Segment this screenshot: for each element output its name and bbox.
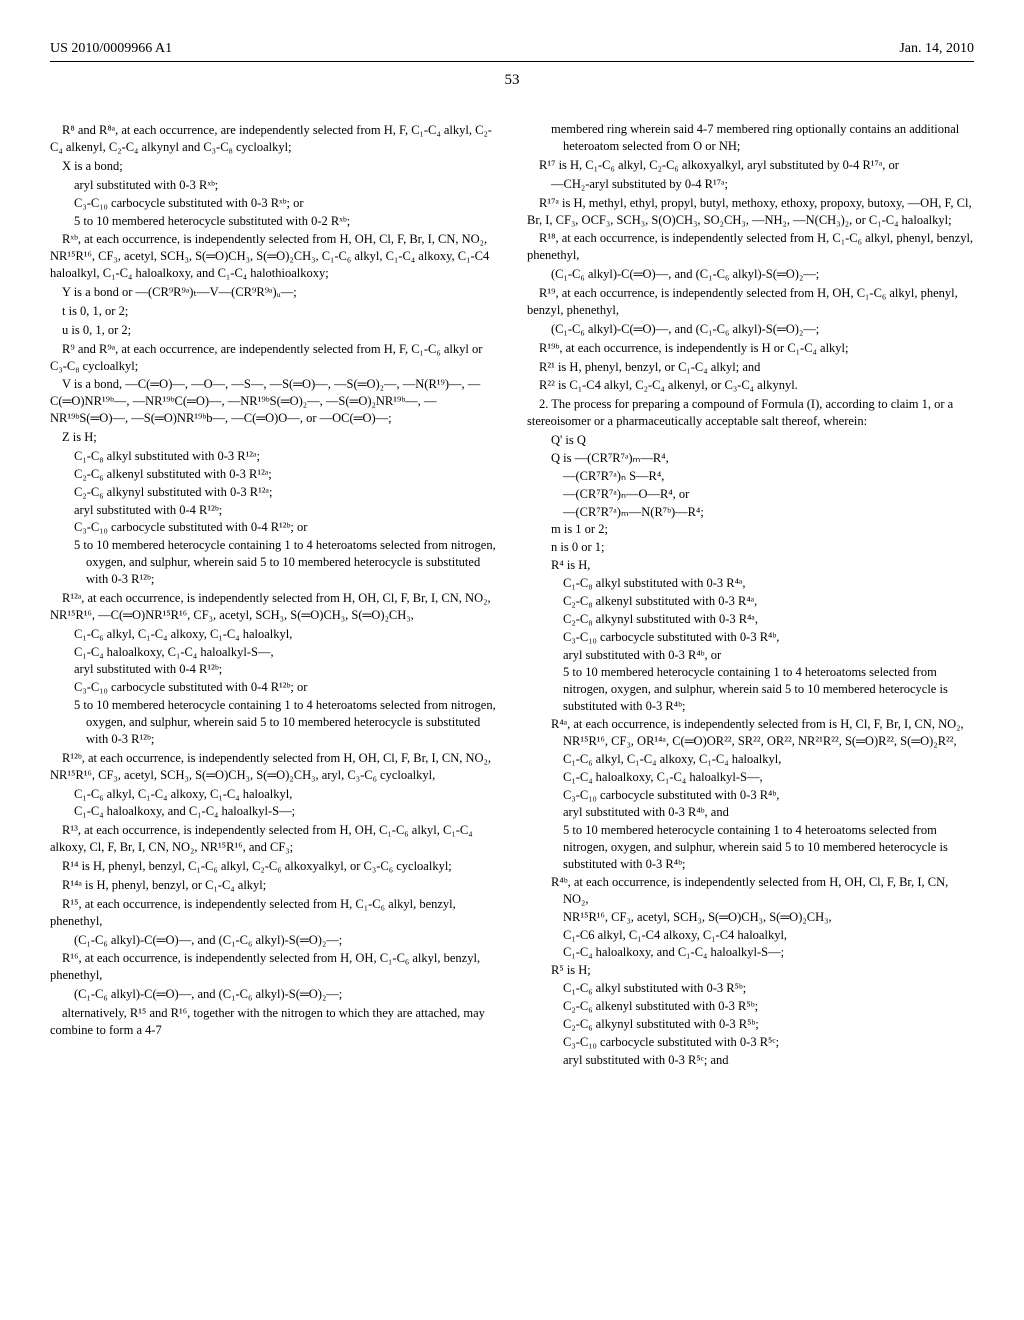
rxb-definition: Rˣᵇ, at each occurrence, is independentl… (50, 231, 497, 282)
claim-2-intro: 2. The process for preparing a compound … (527, 396, 974, 430)
r19-sub: (C₁-C₆ alkyl)-C(═O)—, and (C₁-C₆ alkyl)-… (551, 321, 974, 338)
z-item: aryl substituted with 0-4 R¹²ᵇ; (74, 502, 497, 519)
qprime-definition: Q' is Q (551, 432, 974, 449)
r14a-definition: R¹⁴ᵃ is H, phenyl, benzyl, or C₁-C₄ alky… (50, 877, 497, 894)
r4a-item: aryl substituted with 0-3 R⁴ᵇ, and (563, 804, 974, 821)
x-item: 5 to 10 membered heterocycle substituted… (74, 213, 497, 230)
x-item: C₃-C₁₀ carbocycle substituted with 0-3 R… (74, 195, 497, 212)
r17-sub: —CH₂-aryl substituted by 0-4 R¹⁷ᵃ; (551, 176, 974, 193)
n-definition: n is 0 or 1; (551, 539, 974, 556)
r18-sub: (C₁-C₆ alkyl)-C(═O)—, and (C₁-C₆ alkyl)-… (551, 266, 974, 283)
page-header: US 2010/0009966 A1 Jan. 14, 2010 (50, 40, 974, 62)
z-item: C₂-C₆ alkenyl substituted with 0-3 R¹²ᵃ; (74, 466, 497, 483)
r12b-item: C₁-C₆ alkyl, C₁-C₄ alkoxy, C₁-C₄ haloalk… (74, 786, 497, 803)
q-definition: Q is —(CR⁷R⁷ᵃ)ₘ—R⁴, (551, 450, 974, 467)
q-item: —(CR⁷R⁷ᵃ)ₘ—N(R⁷ᵇ)—R⁴; (563, 504, 974, 521)
m-definition: m is 1 or 2; (551, 521, 974, 538)
r13-definition: R¹³, at each occurrence, is independentl… (50, 822, 497, 856)
r12a-item: 5 to 10 membered heterocycle containing … (74, 697, 497, 748)
r4-item: aryl substituted with 0-3 R⁴ᵇ, or (563, 647, 974, 664)
r12a-definition: R¹²ᵃ, at each occurrence, is independent… (50, 590, 497, 624)
r4a-item: C₁-C₄ haloalkoxy, C₁-C₄ haloalkyl-S—, (563, 769, 974, 786)
r4a-item: C₁-C₆ alkyl, C₁-C₄ alkoxy, C₁-C₄ haloalk… (563, 751, 974, 768)
r5-item: C₃-C₁₀ carbocycle substituted with 0-3 R… (563, 1034, 974, 1051)
z-item: C₃-C₁₀ carbocycle substituted with 0-4 R… (74, 519, 497, 536)
r4b-item: C₁-C6 alkyl, C₁-C4 alkoxy, C₁-C4 haloalk… (563, 927, 974, 944)
publication-number: US 2010/0009966 A1 (50, 40, 172, 59)
r15-definition: R¹⁵, at each occurrence, is independentl… (50, 896, 497, 930)
q-item: —(CR⁷R⁷ᵃ)ₙ—O—R⁴, or (563, 486, 974, 503)
r4-item: C₃-C₁₀ carbocycle substituted with 0-3 R… (563, 629, 974, 646)
r8-definition: R⁸ and R⁸ᵃ, at each occurrence, are inde… (50, 122, 497, 156)
r4b-definition: R⁴ᵇ, at each occurrence, is independentl… (551, 874, 974, 908)
r18-definition: R¹⁸, at each occurrence, is independentl… (527, 230, 974, 264)
r4-definition: R⁴ is H, (551, 557, 974, 574)
publication-date: Jan. 14, 2010 (899, 40, 974, 59)
r4-item: C₂-C₈ alkynyl substituted with 0-3 R⁴ᵃ, (563, 611, 974, 628)
r21-definition: R²¹ is H, phenyl, benzyl, or C₁-C₄ alkyl… (527, 359, 974, 376)
right-column: membered ring wherein said 4-7 membered … (527, 120, 974, 1069)
t-definition: t is 0, 1, or 2; (50, 303, 497, 320)
r15-sub: (C₁-C₆ alkyl)-C(═O)—, and (C₁-C₆ alkyl)-… (74, 932, 497, 949)
continuation: membered ring wherein said 4-7 membered … (551, 121, 974, 155)
q-item: —(CR⁷R⁷ᵃ)ₙ S—R⁴, (563, 468, 974, 485)
x-item: aryl substituted with 0-3 Rˣᵇ; (74, 177, 497, 194)
r12a-item: C₁-C₆ alkyl, C₁-C₄ alkoxy, C₁-C₄ haloalk… (74, 626, 497, 643)
r4a-definition: R⁴ᵃ, at each occurrence, is independentl… (551, 716, 974, 750)
y-definition: Y is a bond or —(CR⁹R⁹ᵃ)ₜ—V—(CR⁹R⁹ᵃ)ᵤ—; (50, 284, 497, 301)
r9-definition: R⁹ and R⁹ᵃ, at each occurrence, are inde… (50, 341, 497, 375)
x-definition: X is a bond; (50, 158, 497, 175)
z-definition: Z is H; (50, 429, 497, 446)
r12a-item: C₁-C₄ haloalkoxy, C₁-C₄ haloalkyl-S—, (74, 644, 497, 661)
r12b-definition: R¹²ᵇ, at each occurrence, is independent… (50, 750, 497, 784)
r12b-item: C₁-C₄ haloalkoxy, and C₁-C₄ haloalkyl-S—… (74, 803, 497, 820)
r17-definition: R¹⁷ is H, C₁-C₆ alkyl, C₂-C₆ alkoxyalkyl… (527, 157, 974, 174)
r19b-definition: R¹⁹ᵇ, at each occurrence, is independent… (527, 340, 974, 357)
left-column: R⁸ and R⁸ᵃ, at each occurrence, are inde… (50, 120, 497, 1069)
z-item: C₁-C₈ alkyl substituted with 0-3 R¹²ᵃ; (74, 448, 497, 465)
content-columns: R⁸ and R⁸ᵃ, at each occurrence, are inde… (50, 120, 974, 1069)
r12a-item: aryl substituted with 0-4 R¹²ᵇ; (74, 661, 497, 678)
r16-definition: R¹⁶, at each occurrence, is independentl… (50, 950, 497, 984)
r5-item: aryl substituted with 0-3 R⁵ᶜ; and (563, 1052, 974, 1069)
r17a-definition: R¹⁷ᵃ is H, methyl, ethyl, propyl, butyl,… (527, 195, 974, 229)
r5-definition: R⁵ is H; (551, 962, 974, 979)
r22-definition: R²² is C₁-C4 alkyl, C₂-C₄ alkenyl, or C₃… (527, 377, 974, 394)
alt-definition: alternatively, R¹⁵ and R¹⁶, together wit… (50, 1005, 497, 1039)
r5-item: C₁-C₆ alkyl substituted with 0-3 R⁵ᵇ; (563, 980, 974, 997)
r5-item: C₂-C₆ alkynyl substituted with 0-3 R⁵ᵇ; (563, 1016, 974, 1033)
r12a-item: C₃-C₁₀ carbocycle substituted with 0-4 R… (74, 679, 497, 696)
page-number: 53 (50, 70, 974, 90)
r4-item: C₁-C₈ alkyl substituted with 0-3 R⁴ᵃ, (563, 575, 974, 592)
u-definition: u is 0, 1, or 2; (50, 322, 497, 339)
r4-item: C₂-C₈ alkenyl substituted with 0-3 R⁴ᵃ, (563, 593, 974, 610)
r19-definition: R¹⁹, at each occurrence, is independentl… (527, 285, 974, 319)
z-item: C₂-C₆ alkynyl substituted with 0-3 R¹²ᵃ; (74, 484, 497, 501)
r4-item: 5 to 10 membered heterocycle containing … (563, 664, 974, 715)
r4b-item: NR¹⁵R¹⁶, CF₃, acetyl, SCH₃, S(═O)CH₃, S(… (563, 909, 974, 926)
claim-2-text: 2. The process for preparing a compound … (527, 397, 953, 428)
r14-definition: R¹⁴ is H, phenyl, benzyl, C₁-C₆ alkyl, C… (50, 858, 497, 875)
v-definition: V is a bond, —C(═O)—, —O—, —S—, —S(═O)—,… (50, 376, 497, 427)
r5-item: C₂-C₆ alkenyl substituted with 0-3 R⁵ᵇ; (563, 998, 974, 1015)
r4a-item: C₃-C₁₀ carbocycle substituted with 0-3 R… (563, 787, 974, 804)
z-item: 5 to 10 membered heterocycle containing … (74, 537, 497, 588)
r16-sub: (C₁-C₆ alkyl)-C(═O)—, and (C₁-C₆ alkyl)-… (74, 986, 497, 1003)
r4a-item: 5 to 10 membered heterocycle containing … (563, 822, 974, 873)
r4b-item: C₁-C₄ haloalkoxy, and C₁-C₄ haloalkyl-S—… (563, 944, 974, 961)
